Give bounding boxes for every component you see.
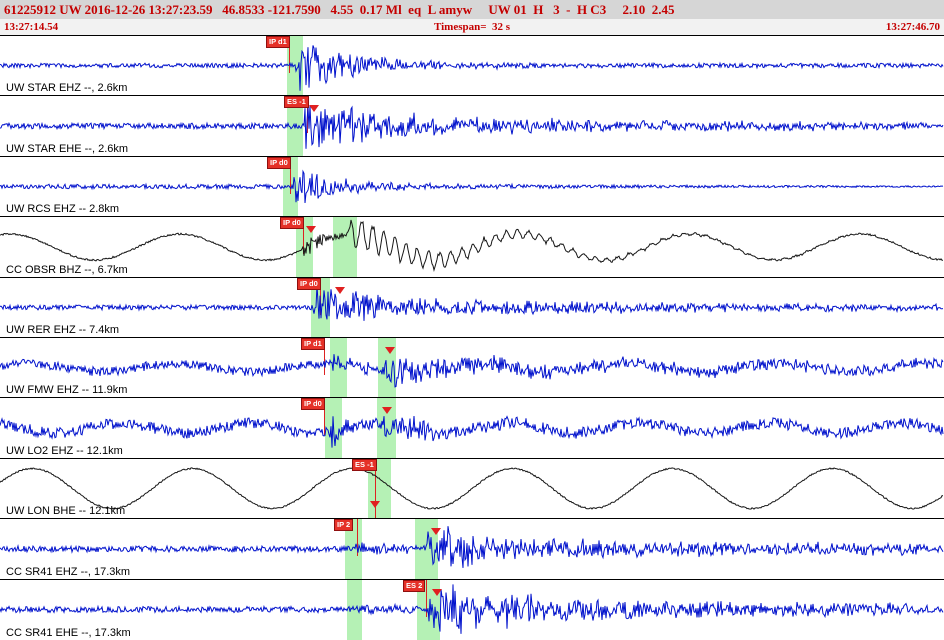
pick-time-line	[303, 217, 304, 255]
pick-time-line	[426, 580, 427, 618]
phase-pick-flag[interactable]: ES -1	[284, 96, 309, 108]
pick-marker-triangle[interactable]	[370, 501, 380, 508]
station-channel-label: UW STAR EHE --, 2.6km	[6, 143, 129, 155]
pick-marker-triangle[interactable]	[309, 105, 319, 112]
pick-time-line	[375, 459, 376, 518]
trace-panel: IP d1 UW FMW EHZ -- 11.9km	[0, 338, 944, 398]
station-channel-label: UW FMW EHZ -- 11.9km	[6, 384, 128, 396]
trace-area: IP d1 UW STAR EHZ --, 2.6km ES -1 UW STAR E…	[0, 36, 944, 640]
pick-time-line	[357, 519, 358, 557]
trace-panel: IP d0 UW RCS EHZ -- 2.8km	[0, 157, 944, 217]
station-channel-label: CC SR41 EHZ --, 17.3km	[6, 566, 131, 578]
pick-time-line	[289, 36, 290, 73]
waveform[interactable]	[0, 157, 944, 216]
phase-pick-flag[interactable]: IP d0	[301, 398, 325, 410]
pick-marker-triangle[interactable]	[431, 528, 441, 535]
waveform[interactable]	[0, 278, 944, 337]
trace-panel: ES 2 CC SR41 EHE --, 17.3km	[0, 580, 944, 640]
pick-marker-triangle[interactable]	[335, 287, 345, 294]
waveform[interactable]	[0, 519, 944, 579]
station-channel-label: CC OBSR BHZ --, 6.7km	[6, 264, 128, 276]
pick-marker-triangle[interactable]	[306, 226, 316, 233]
pick-time-line	[290, 157, 291, 194]
window-start-time: 13:27:14.54	[4, 21, 59, 33]
station-channel-label: UW RCS EHZ -- 2.8km	[6, 203, 120, 215]
phase-pick-flag[interactable]: IP 2	[334, 519, 354, 531]
time-window-header: 13:27:14.54 Timespan= 32 s 13:27:46.70	[0, 19, 944, 36]
trace-panel: IP d0 UW RER EHZ -- 7.4km	[0, 278, 944, 338]
window-end-time: 13:27:46.70	[885, 21, 940, 33]
waveform[interactable]	[0, 338, 944, 397]
pick-marker-triangle[interactable]	[432, 589, 442, 596]
trace-panel: ES -1 UW LON BHE -- 12.1km	[0, 459, 944, 519]
phase-pick-flag[interactable]: ES 2	[403, 580, 426, 592]
station-channel-label: CC SR41 EHE --, 17.3km	[6, 627, 131, 639]
trace-panel: ES -1 UW STAR EHE --, 2.6km	[0, 96, 944, 157]
waveform[interactable]	[0, 459, 944, 518]
pick-time-line	[324, 338, 325, 375]
station-channel-label: UW RER EHZ -- 7.4km	[6, 324, 120, 336]
pick-time-line	[324, 398, 325, 436]
phase-pick-flag[interactable]: IP d0	[280, 217, 304, 229]
phase-pick-flag[interactable]: IP d1	[266, 36, 290, 48]
waveform[interactable]	[0, 217, 944, 277]
timespan-label: Timespan= 32 s	[433, 21, 511, 33]
waveform[interactable]	[0, 96, 944, 156]
station-channel-label: UW LO2 EHZ -- 12.1km	[6, 445, 123, 457]
trace-panel: IP d0 CC OBSR BHZ --, 6.7km	[0, 217, 944, 278]
pick-marker-triangle[interactable]	[385, 347, 395, 354]
station-channel-label: UW STAR EHZ --, 2.6km	[6, 82, 128, 94]
waveform[interactable]	[0, 36, 944, 95]
phase-pick-flag[interactable]: IP d0	[267, 157, 291, 169]
pick-window-highlight	[330, 338, 347, 397]
station-channel-label: UW LON BHE -- 12.1km	[6, 505, 126, 517]
waveform[interactable]	[0, 398, 944, 458]
phase-pick-flag[interactable]: ES -1	[352, 459, 377, 471]
trace-panel: IP d1 UW STAR EHZ --, 2.6km	[0, 36, 944, 96]
trace-panel: IP d0 UW LO2 EHZ -- 12.1km	[0, 398, 944, 459]
waveform[interactable]	[0, 580, 944, 639]
phase-pick-flag[interactable]: IP d1	[301, 338, 325, 350]
trace-panel: IP 2 CC SR41 EHZ --, 17.3km	[0, 519, 944, 580]
phase-pick-flag[interactable]: IP d0	[297, 278, 321, 290]
event-summary-header: 61225912 UW 2016-12-26 13:27:23.59 46.85…	[0, 0, 944, 19]
pick-marker-triangle[interactable]	[382, 407, 392, 414]
